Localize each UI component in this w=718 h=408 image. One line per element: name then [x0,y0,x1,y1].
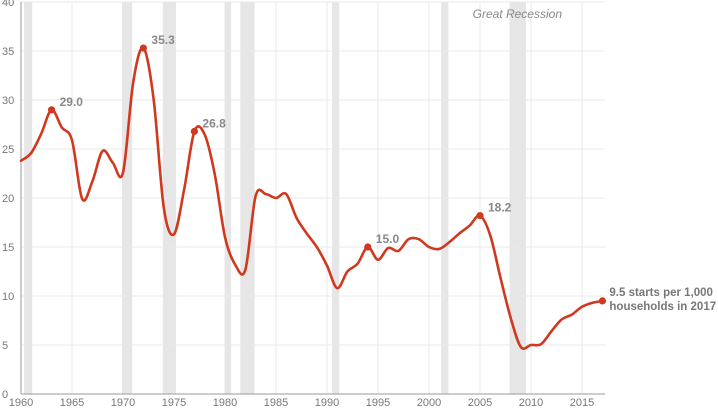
end-point-label-line1: 9.5 starts per 1,000 [609,287,713,299]
y-tick-label-5: 5 [2,340,8,352]
data-label-1977: 26.8 [202,116,226,130]
series-line [19,46,604,350]
x-tick-label-1975: 1975 [162,397,186,408]
highlight-marker-1972 [139,44,147,52]
end-point-label-line2: households in 2017 [609,301,716,313]
data-label-1972: 35.3 [151,33,175,47]
x-tick-label-2000: 2000 [417,397,441,408]
highlight-marker-2005 [476,212,484,220]
x-tick-label-1965: 1965 [60,397,84,408]
x-tick-label-1980: 1980 [213,397,237,408]
x-tick-label-2015: 2015 [570,397,594,408]
y-tick-label-0: 0 [2,389,8,401]
y-tick-label-25: 25 [2,144,14,156]
highlight-marker-1994 [364,243,372,251]
data-label-1963: 29.0 [60,95,84,109]
x-tick-label-2005: 2005 [468,397,492,408]
tick-labels: 0 5 10 15 20 25 30 35 40 1960 1965 1970 1975 1980 1985… [2,0,594,408]
y-tick-label-40: 40 [2,0,14,9]
x-tick-label-2010: 2010 [519,397,543,408]
end-point-marker [598,297,607,305]
x-tick-label-1960: 1960 [9,397,33,408]
data-label-1994: 15.0 [376,232,400,246]
great-recession-annotation: Great Recession [473,7,563,21]
highlight-markers: 29.0 35.3 26.8 15.0 18.2 [48,33,512,251]
x-tick-label-1985: 1985 [264,397,288,408]
y-tick-label-30: 30 [2,95,14,107]
y-tick-label-15: 15 [2,242,14,254]
gridlines [20,1,605,394]
y-tick-label-20: 20 [2,193,14,205]
y-tick-label-10: 10 [2,291,14,303]
end-point-group: 9.5 starts per 1,000 households in 2017 [598,287,716,313]
x-tick-label-1990: 1990 [315,397,339,408]
data-label-2005: 18.2 [488,201,512,215]
x-tick-label-1995: 1995 [366,397,390,408]
x-tick-label-1970: 1970 [111,397,135,408]
axes [20,2,605,395]
highlight-marker-1977 [190,127,198,135]
highlight-marker-1963 [48,106,56,114]
y-tick-label-35: 35 [2,46,14,58]
